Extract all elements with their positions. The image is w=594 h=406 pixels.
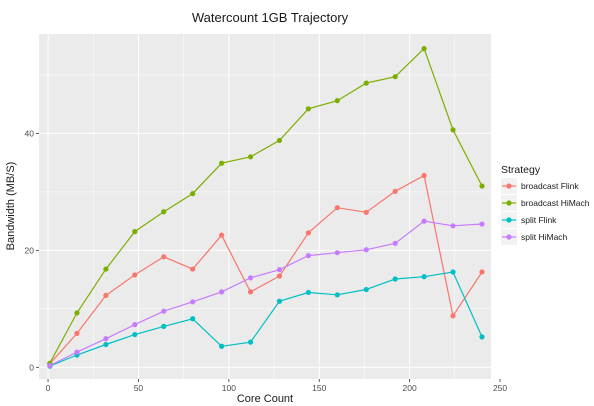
data-point-broadcast-flink xyxy=(392,188,398,194)
data-point-broadcast-flink xyxy=(103,292,109,298)
data-point-broadcast-himach xyxy=(276,137,283,144)
data-point-split-himach xyxy=(103,336,109,342)
x-axis-title: Core Count xyxy=(237,393,293,405)
data-point-split-flink xyxy=(247,339,254,345)
legend-key-split-himach xyxy=(501,229,517,245)
series-line-broadcast-flink xyxy=(49,174,483,365)
chart-title: Watercount 1GB Trajectory xyxy=(192,10,349,25)
data-point-split-himach xyxy=(421,218,427,224)
x-tick-label: 0 xyxy=(46,383,51,393)
y-tick-label: 0 xyxy=(29,362,34,372)
data-point-split-flink xyxy=(103,341,109,348)
legend-key-broadcast-himach xyxy=(501,195,517,211)
data-point-broadcast-flink xyxy=(450,313,456,319)
data-point-broadcast-himach xyxy=(363,80,369,86)
data-point-broadcast-flink xyxy=(305,230,311,236)
data-point-split-himach xyxy=(47,362,53,369)
legend-label-split-flink: split Flink xyxy=(521,215,557,225)
data-point-split-flink xyxy=(161,323,167,329)
data-point-broadcast-flink xyxy=(363,209,369,215)
data-point-broadcast-flink xyxy=(74,330,80,336)
legend: Strategy broadcast Flink broadcast HiMach… xyxy=(501,164,590,245)
data-point-broadcast-himach xyxy=(74,310,80,316)
legend-key-point xyxy=(506,200,512,206)
data-point-broadcast-himach xyxy=(190,191,196,197)
data-point-split-flink xyxy=(421,274,427,280)
data-point-split-flink xyxy=(450,269,456,275)
major-gridlines xyxy=(39,34,491,379)
x-tick-label: 250 xyxy=(493,383,507,393)
data-point-split-himach xyxy=(247,275,254,281)
plot-panel xyxy=(39,34,491,379)
data-point-broadcast-flink xyxy=(161,254,167,260)
data-point-broadcast-himach xyxy=(479,183,485,189)
data-point-broadcast-flink xyxy=(479,269,485,275)
data-point-split-himach xyxy=(363,247,369,253)
data-point-split-himach xyxy=(392,240,398,246)
data-point-split-himach xyxy=(74,349,80,355)
data-point-split-himach xyxy=(219,289,225,295)
legend-label-broadcast-flink: broadcast Flink xyxy=(521,181,579,191)
data-point-split-himach xyxy=(334,250,340,256)
data-point-split-himach xyxy=(305,253,311,259)
data-point-split-flink xyxy=(479,334,485,340)
legend-label-split-himach: split HiMach xyxy=(521,232,568,242)
data-point-broadcast-himach xyxy=(161,209,167,215)
x-tick-label: 50 xyxy=(134,383,144,393)
x-tick-label: 150 xyxy=(312,383,326,393)
series-line-split-himach xyxy=(49,220,483,367)
data-point-broadcast-flink xyxy=(190,266,196,272)
data-point-broadcast-flink xyxy=(219,232,225,238)
series-layer xyxy=(47,46,485,369)
legend-key-point xyxy=(506,183,512,189)
minor-gridlines xyxy=(39,34,491,379)
y-axis: 0 20 40 xyxy=(25,128,39,372)
data-point-split-flink xyxy=(276,298,283,304)
data-point-split-himach xyxy=(479,221,485,227)
legend-key-broadcast-flink xyxy=(501,178,517,194)
data-point-split-flink xyxy=(219,343,225,349)
y-axis-title: Bandwidth (MB/S) xyxy=(5,162,17,251)
data-point-broadcast-himach xyxy=(132,229,138,235)
data-point-broadcast-flink xyxy=(421,172,427,179)
data-point-split-himach xyxy=(132,322,138,328)
data-point-split-flink xyxy=(334,292,340,298)
data-point-broadcast-flink xyxy=(334,205,340,211)
x-tick-label: 100 xyxy=(222,383,236,393)
data-point-broadcast-flink xyxy=(276,273,283,279)
data-point-broadcast-himach xyxy=(392,74,398,80)
data-point-broadcast-himach xyxy=(219,160,225,166)
data-point-split-himach xyxy=(450,223,456,229)
data-point-broadcast-himach xyxy=(450,127,456,133)
data-point-split-himach xyxy=(276,267,283,273)
legend-key-point xyxy=(506,234,512,240)
data-point-broadcast-himach xyxy=(103,266,109,272)
data-point-broadcast-himach xyxy=(421,46,427,52)
data-point-broadcast-flink xyxy=(132,272,138,278)
data-point-split-flink xyxy=(363,286,369,293)
data-point-split-himach xyxy=(161,308,167,314)
legend-key-split-flink xyxy=(501,212,517,228)
legend-title: Strategy xyxy=(501,164,541,176)
y-tick-label: 20 xyxy=(25,245,35,255)
data-point-broadcast-himach xyxy=(305,106,311,112)
data-point-split-himach xyxy=(190,299,196,305)
data-point-split-flink xyxy=(305,289,311,296)
legend-key-point xyxy=(506,217,512,223)
legend-label-broadcast-himach: broadcast HiMach xyxy=(521,198,590,208)
x-tick-label: 200 xyxy=(403,383,417,393)
data-point-split-flink xyxy=(392,276,398,282)
x-axis: 0 50 100 150 200 250 xyxy=(46,379,507,393)
series-line-broadcast-himach xyxy=(49,47,483,364)
data-point-split-flink xyxy=(190,316,196,322)
data-point-split-flink xyxy=(132,331,138,338)
y-tick-label: 40 xyxy=(25,128,35,138)
series-line-split-flink xyxy=(49,271,483,367)
data-point-broadcast-flink xyxy=(247,289,254,295)
data-point-broadcast-himach xyxy=(247,154,254,160)
data-point-broadcast-himach xyxy=(334,98,340,104)
